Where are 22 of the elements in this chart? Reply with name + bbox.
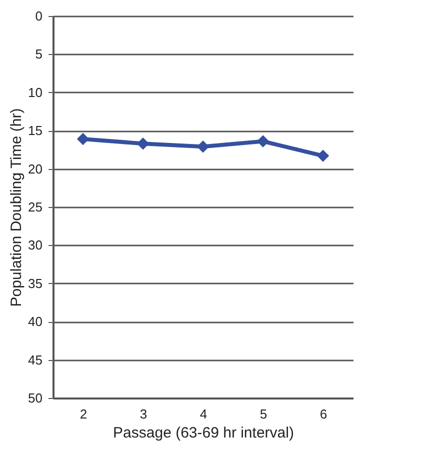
y-tick-label: 30 <box>28 238 42 253</box>
y-tick-label: 20 <box>28 161 42 176</box>
y-tick-label: 10 <box>28 84 42 100</box>
point <box>76 132 90 146</box>
point <box>256 135 270 148</box>
y-tick-label: 35 <box>28 276 42 291</box>
y-tick-label: 5 <box>35 46 42 62</box>
y-tick-label: 15 <box>28 123 42 138</box>
y-tick-label: 40 <box>28 314 42 330</box>
x-tick-label: 5 <box>260 406 268 422</box>
x-tick-label: 6 <box>320 406 328 422</box>
point <box>316 150 330 162</box>
y-tick-label: 45 <box>28 352 42 368</box>
x-tick-label: 3 <box>140 406 148 422</box>
y-tick-label: 25 <box>28 200 42 214</box>
y-tick-label: 0 <box>35 8 42 24</box>
y-tick-label: 50 <box>28 390 42 406</box>
point <box>196 140 210 153</box>
x-axis-title: Passage (63-69 hr interval) <box>113 424 294 442</box>
y-axis-title: Population Doubling Time (hr) <box>8 108 26 307</box>
x-tick-label: 2 <box>80 406 88 422</box>
x-tick-label: 4 <box>200 406 208 422</box>
